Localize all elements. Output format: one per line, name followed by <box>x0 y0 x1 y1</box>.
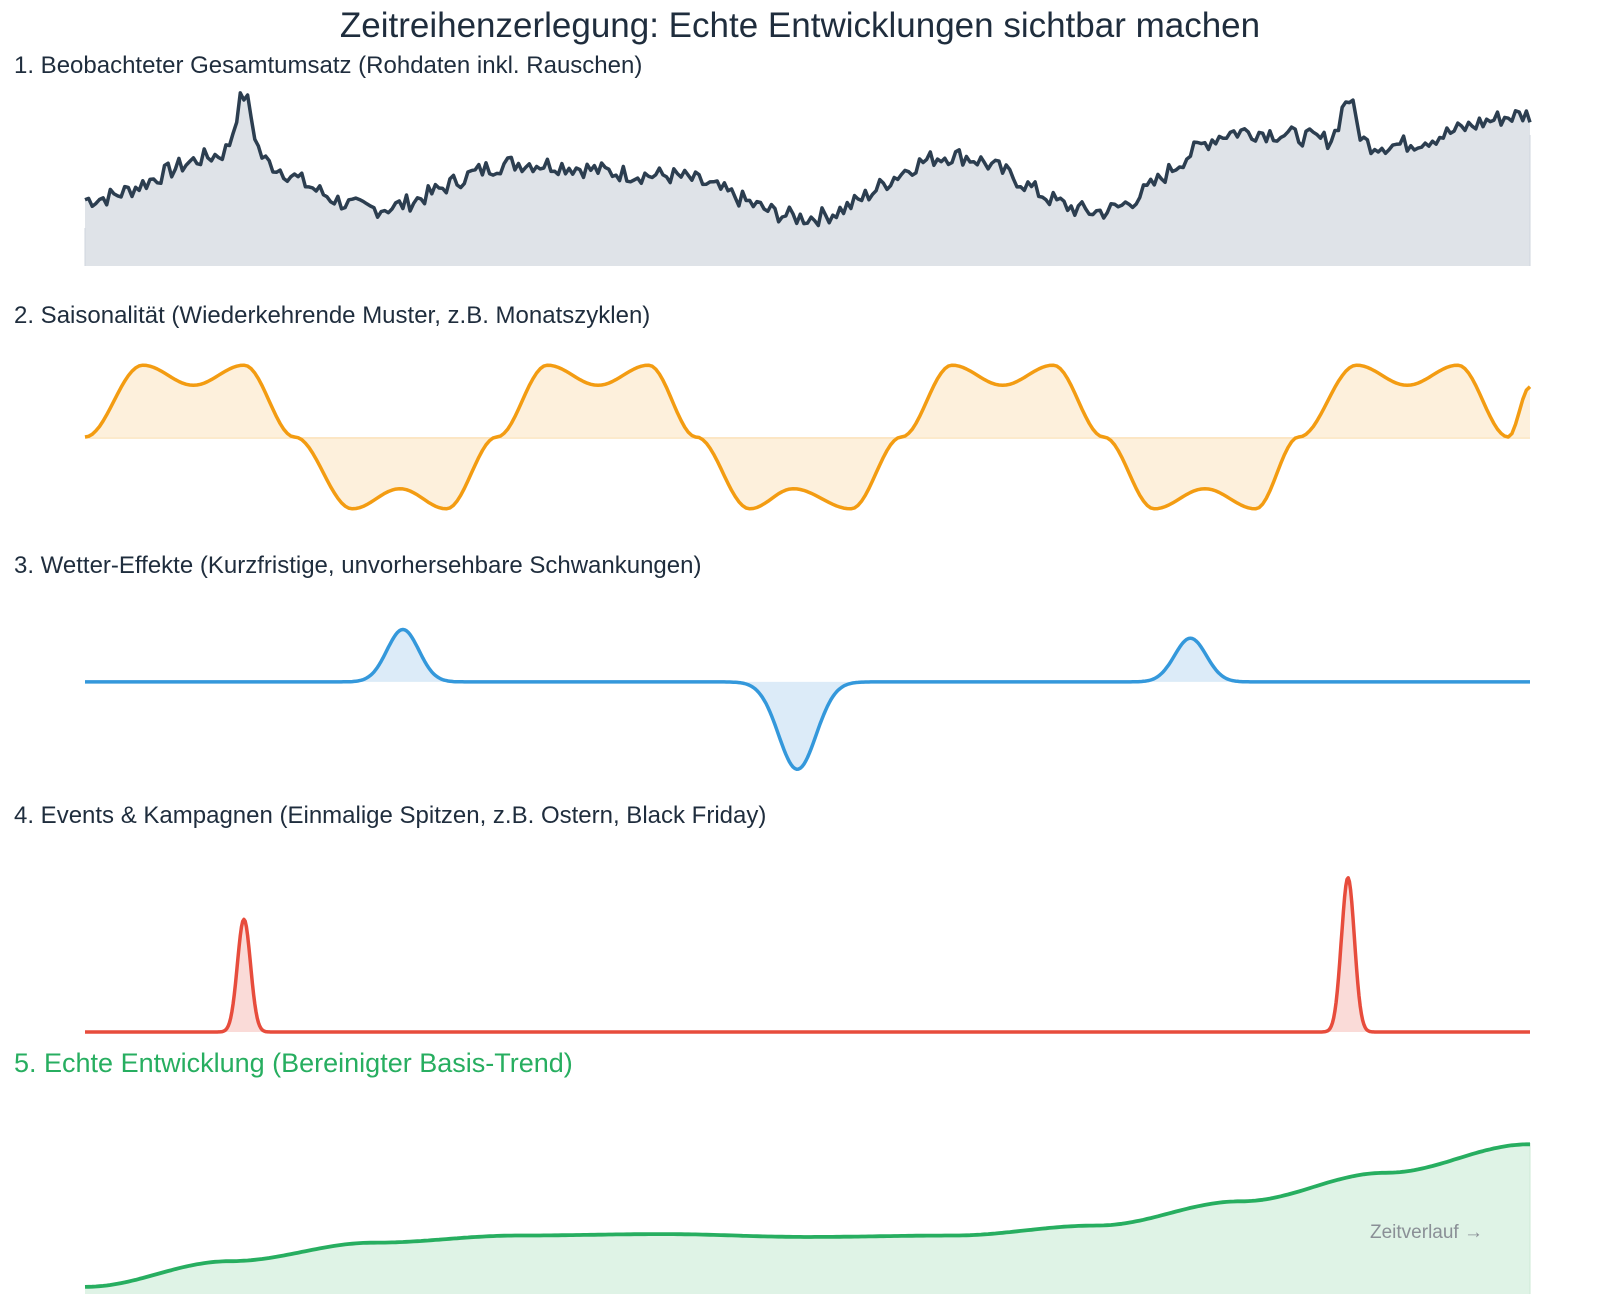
main-title: Zeitreihenzerlegung: Echte Entwicklungen… <box>339 6 1261 45</box>
observed-line <box>84 91 1532 228</box>
observed-area <box>85 92 1530 267</box>
weather-area <box>85 629 1530 770</box>
seasonal-line <box>84 363 1532 511</box>
panel-title-weather: 3. Wetter-Effekte (Kurzfristige, unvorhe… <box>14 552 702 579</box>
panel-title-seasonal: 2. Saisonalität (Wiederkehrende Muster, … <box>14 302 651 329</box>
weather-line <box>85 627 1530 771</box>
events-area <box>85 877 1530 1032</box>
trend-area <box>85 1144 1530 1294</box>
panel-title-events: 4. Events & Kampagnen (Einmalige Spitzen… <box>14 802 767 829</box>
panel-title-observed: 1. Beobachteter Gesamtumsatz (Rohdaten i… <box>14 52 643 79</box>
panel-title-trend: 5. Echte Entwicklung (Bereinigter Basis-… <box>14 1048 573 1078</box>
seasonal-area <box>85 365 1530 509</box>
events-line <box>84 876 1531 1034</box>
time-axis-label: Zeitverlauf → <box>1370 1222 1483 1243</box>
trend-line <box>84 1142 1530 1289</box>
